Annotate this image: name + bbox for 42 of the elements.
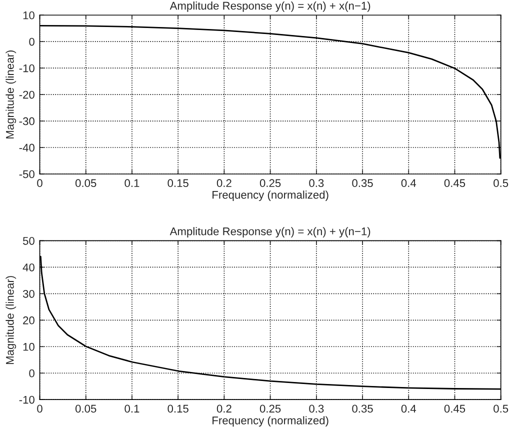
x-tick-label: 0.15 bbox=[168, 179, 188, 188]
x-tick-label: 0.25 bbox=[260, 404, 281, 413]
x-tick-label: 0.2 bbox=[216, 179, 232, 188]
x-tick-label: 0.4 bbox=[401, 179, 416, 188]
chart-title: Amplitude Response y(n) = x(n) + y(n−1) bbox=[170, 227, 370, 238]
y-tick-label: 20 bbox=[23, 316, 34, 324]
y-tick-label: 0 bbox=[29, 38, 34, 46]
y-tick-label: 10 bbox=[23, 11, 34, 20]
x-tick-label: 0.1 bbox=[124, 179, 140, 188]
x-axis-title: Frequency (normalized) bbox=[212, 190, 328, 201]
x-tick-label: 0.25 bbox=[260, 179, 281, 188]
x-tick-label: 0.5 bbox=[494, 179, 508, 188]
x-tick-label: 0.4 bbox=[401, 404, 416, 413]
y-tick-label: -30 bbox=[19, 117, 34, 126]
y-tick-label: -10 bbox=[19, 64, 34, 72]
x-tick-label: 0.35 bbox=[352, 404, 373, 413]
y-tick-label: 30 bbox=[22, 290, 34, 298]
x-tick-label: 0.5 bbox=[494, 404, 508, 413]
x-tick-label: 0.45 bbox=[444, 404, 466, 413]
x-tick-label: 0 bbox=[37, 179, 42, 188]
y-tick-label: -20 bbox=[19, 90, 34, 99]
x-tick-label: 0.05 bbox=[75, 179, 96, 188]
y-tick-label: -50 bbox=[19, 170, 34, 178]
x-tick-label: 0.45 bbox=[444, 179, 466, 188]
x-tick-label: 0.15 bbox=[168, 404, 188, 413]
x-tick-label: 0.3 bbox=[309, 179, 324, 188]
y-axis-title: Magnitude (linear) bbox=[6, 50, 16, 138]
y-tick-label: 50 bbox=[22, 236, 34, 245]
x-tick-label: 0.35 bbox=[352, 179, 373, 188]
x-tick-label: 0.05 bbox=[75, 404, 96, 413]
chart-title: Amplitude Response y(n) = x(n) + x(n−1) bbox=[170, 2, 370, 12]
x-tick-label: 0.1 bbox=[124, 404, 140, 413]
y-tick-label: -10 bbox=[19, 396, 34, 404]
y-tick-label: 10 bbox=[23, 342, 34, 351]
y-tick-label: 40 bbox=[22, 263, 34, 272]
y-tick-label: 0 bbox=[29, 369, 34, 378]
x-tick-label: 0.3 bbox=[309, 404, 324, 413]
x-axis-title: Frequency (normalized) bbox=[212, 416, 328, 427]
y-axis-title: Magnitude (linear) bbox=[6, 276, 16, 364]
x-tick-label: 0.2 bbox=[216, 404, 232, 413]
y-tick-label: -40 bbox=[19, 144, 34, 152]
x-tick-label: 0 bbox=[37, 404, 42, 413]
